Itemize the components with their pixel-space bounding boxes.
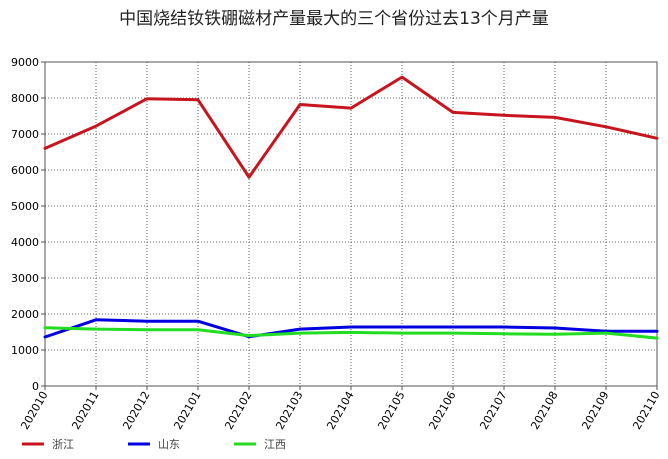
chart-title: 中国烧结钕铁硼磁材产量最大的三个省份过去13个月产量	[119, 9, 549, 29]
x-axis-ticks: 202010 202011 202012 202101 202102 202103 2021…	[18, 386, 663, 432]
legend-label: 江西	[264, 438, 286, 451]
x-tick-label: 202108	[528, 389, 560, 432]
y-tick-label: 0	[32, 380, 39, 393]
x-tick-label: 202103	[273, 389, 305, 432]
x-tick-label: 202106	[426, 389, 458, 432]
legend-label: 山东	[158, 438, 180, 451]
x-tick-label: 202011	[69, 389, 101, 432]
grid-lines	[45, 62, 657, 386]
legend-label: 浙江	[52, 438, 74, 451]
series-line-山东	[43, 318, 659, 339]
x-tick-label: 202010	[18, 389, 50, 432]
y-tick-label: 3000	[11, 272, 39, 285]
y-tick-label: 4000	[11, 236, 39, 249]
series-line-江西	[43, 326, 659, 340]
x-tick-label: 202012	[120, 389, 152, 432]
y-axis-ticks: 0 1000 2000 3000 4000 5000 6000 7000 8000 9000	[11, 56, 45, 393]
y-tick-label: 6000	[11, 164, 39, 177]
x-tick-label: 202104	[324, 389, 356, 432]
y-tick-label: 9000	[11, 56, 39, 69]
y-tick-label: 5000	[11, 200, 39, 213]
series-line-浙江	[43, 75, 659, 179]
legend: 浙江 山东 江西	[22, 438, 286, 451]
series-lines	[43, 75, 659, 340]
x-tick-label: 202101	[171, 389, 203, 432]
x-tick-label: 202105	[375, 389, 407, 432]
y-tick-label: 8000	[11, 92, 39, 105]
x-tick-label: 202107	[477, 389, 509, 432]
x-tick-label: 202109	[579, 389, 611, 432]
x-tick-label: 202102	[222, 389, 254, 432]
y-tick-label: 2000	[11, 308, 39, 321]
y-tick-label: 7000	[11, 128, 39, 141]
y-tick-label: 1000	[11, 344, 39, 357]
x-tick-label: 202110	[630, 389, 662, 432]
